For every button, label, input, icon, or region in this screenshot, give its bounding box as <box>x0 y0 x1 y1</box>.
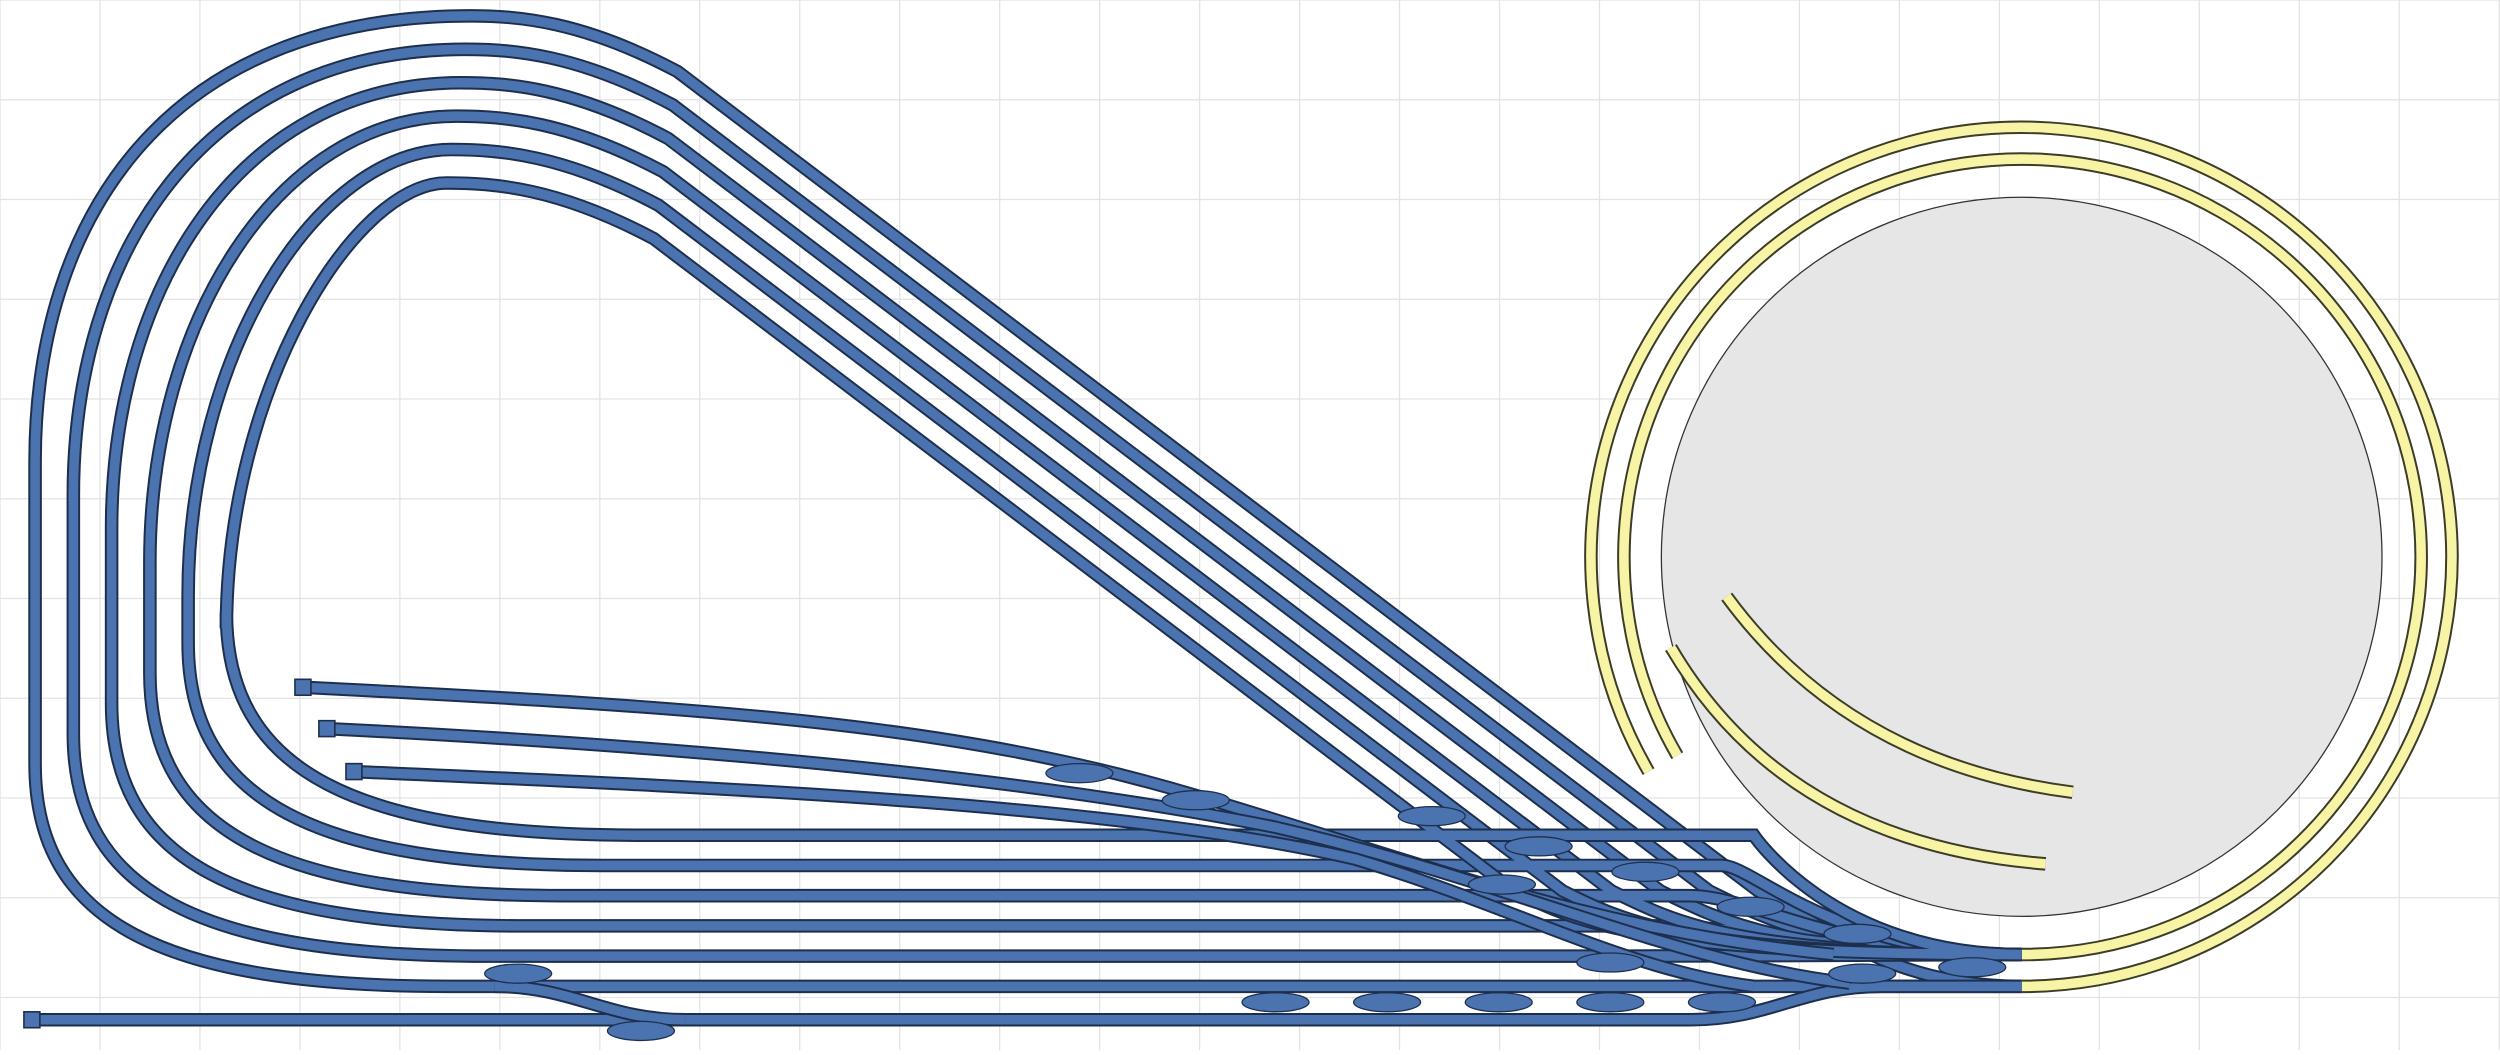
turntable <box>1660 196 2383 917</box>
track <box>30 11 2022 992</box>
switch <box>1938 957 2007 978</box>
switch <box>606 1020 676 1042</box>
track <box>31 981 2022 1025</box>
yellow-tracks <box>1584 120 2459 994</box>
track <box>145 111 2022 960</box>
track <box>353 766 1755 992</box>
track <box>183 144 2022 960</box>
switch <box>484 963 553 984</box>
switch <box>1576 952 1645 973</box>
switches <box>484 763 2007 1042</box>
switch <box>1045 763 1114 784</box>
switch <box>1687 992 1757 1013</box>
track <box>326 723 1851 988</box>
switch <box>1823 923 1892 945</box>
track <box>302 682 1835 960</box>
track <box>494 981 686 1025</box>
switch <box>1467 874 1537 895</box>
switch <box>1464 992 1533 1013</box>
blue-tracks <box>28 9 2022 1027</box>
switch <box>1161 790 1230 811</box>
switch <box>1828 963 1897 984</box>
switch <box>1504 836 1573 857</box>
switch <box>1611 861 1680 882</box>
buffers <box>23 678 363 1029</box>
switch <box>1576 992 1645 1013</box>
switch <box>1397 805 1466 827</box>
switch <box>1241 992 1310 1013</box>
switch <box>1352 992 1422 1013</box>
switch <box>1716 896 1785 917</box>
